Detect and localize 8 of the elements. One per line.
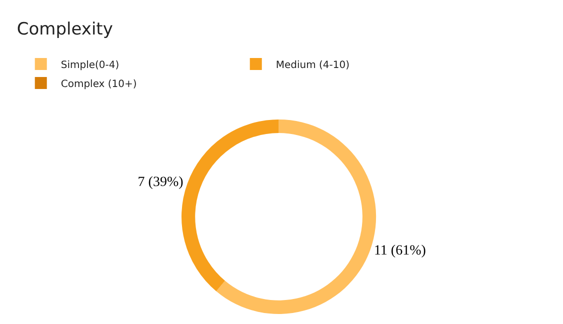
legend-label: Complex (10+): [60, 78, 137, 90]
legend-label: Medium (4-10): [276, 60, 350, 71]
chart-title: Complexity: [16, 20, 113, 40]
legend-label: Simple(0-4): [60, 60, 120, 71]
donut-slice: [182, 119, 279, 292]
donut-slice: [216, 119, 376, 314]
data-label: 7 (39%): [138, 175, 184, 190]
data-label: 11 (61%): [374, 243, 426, 258]
